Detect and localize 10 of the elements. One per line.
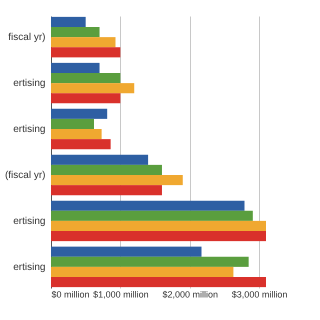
x-tick-label: $0 million — [52, 290, 90, 300]
y-tick-label: ertising — [13, 124, 46, 136]
x-tick-label: $1,000 million — [93, 290, 149, 300]
y-tick-label: ertising — [13, 78, 46, 90]
y-tick-label: (fiscal yr) — [4, 170, 46, 181]
y-tick-label: fiscal yr) — [8, 32, 46, 44]
x-tick-label: $2,000 million — [162, 290, 218, 300]
x-tick-label: $3,000 million — [232, 290, 288, 300]
y-tick-label: ertising — [13, 262, 46, 273]
y-tick-label: ertising — [13, 216, 46, 227]
